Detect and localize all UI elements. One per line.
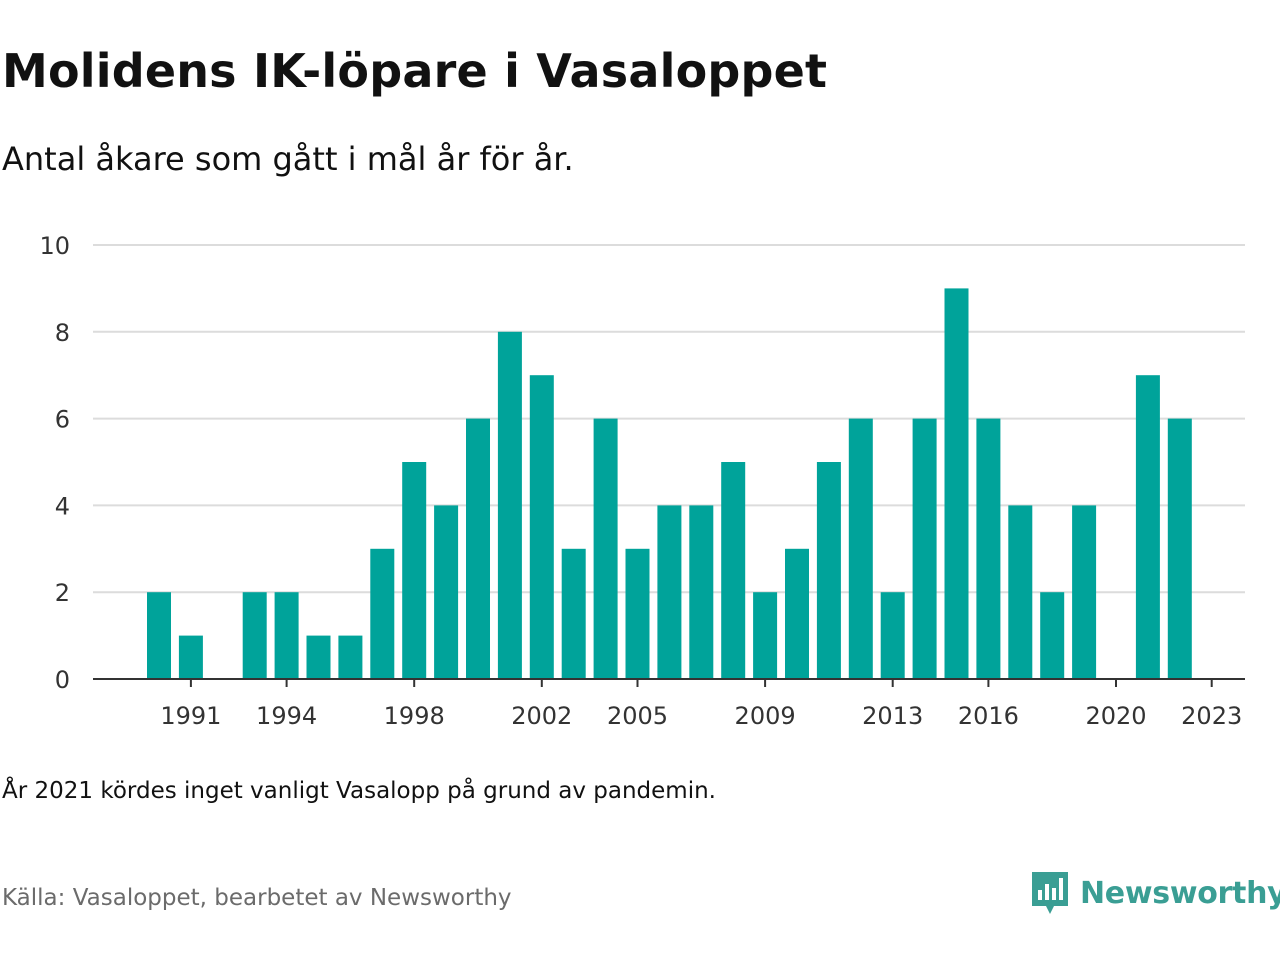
brand-name: Newsworthy: [1080, 875, 1280, 911]
bar: [434, 505, 459, 679]
y-tick-label: 6: [55, 406, 70, 434]
bar: [1008, 505, 1033, 679]
x-tick-label: 2020: [1085, 702, 1146, 730]
y-tick-label: 4: [55, 492, 70, 520]
newsworthy-logo-icon: [1032, 872, 1068, 914]
bar: [1040, 592, 1065, 679]
bars: [147, 288, 1192, 679]
bar: [274, 592, 299, 679]
bar: [306, 635, 331, 679]
footnote: År 2021 kördes inget vanligt Vasalopp på…: [2, 778, 716, 804]
y-tick-label: 2: [55, 579, 70, 607]
bar: [561, 548, 586, 679]
x-tick-label: 1998: [384, 702, 445, 730]
bar: [657, 505, 682, 679]
chart-subtitle: Antal åkare som gått i mål år för år.: [2, 140, 574, 178]
bar: [912, 418, 937, 679]
bar: [370, 548, 395, 679]
y-axis-labels: 0 2 4 6 8 10: [39, 232, 70, 694]
x-axis-labels: 1991 1994 1998 2002 2005 2009 2013 2016 2020 2023: [160, 679, 1242, 730]
x-tick-label: 2005: [607, 702, 668, 730]
bar: [816, 462, 841, 679]
bar: [689, 505, 714, 679]
bar: [848, 418, 873, 679]
y-tick-label: 0: [55, 666, 70, 694]
bar: [529, 375, 554, 679]
bar: [497, 331, 522, 679]
y-tick-label: 10: [39, 232, 70, 260]
bar: [178, 635, 203, 679]
bar: [625, 548, 650, 679]
x-tick-label: 1994: [256, 702, 317, 730]
bar: [944, 288, 969, 679]
x-tick-label: 2013: [862, 702, 923, 730]
x-tick-label: 2002: [511, 702, 572, 730]
x-tick-label: 2016: [958, 702, 1019, 730]
bar: [753, 592, 778, 679]
bar: [1072, 505, 1097, 679]
bar: [147, 592, 171, 679]
bar: [402, 462, 427, 679]
bar: [880, 592, 905, 679]
brand-logo[interactable]: Newsworthy: [1030, 870, 1280, 916]
bar: [466, 418, 490, 679]
chart-title: Molidens IK-löpare i Vasaloppet: [2, 44, 828, 98]
x-tick-label: 2009: [735, 702, 796, 730]
bar: [1167, 418, 1192, 679]
x-tick-label: 2023: [1181, 702, 1242, 730]
bar: [338, 635, 363, 679]
bar: [593, 418, 618, 679]
bar: [976, 418, 1001, 679]
source-credit: Källa: Vasaloppet, bearbetet av Newswort…: [2, 885, 512, 911]
bar: [242, 592, 267, 679]
bar: [721, 462, 746, 679]
bar: [785, 548, 809, 679]
y-tick-label: 8: [55, 319, 70, 347]
bar-chart: 0 2 4 6 8 10 1991 1994 1998 2002 2005 2009 2013 2016…: [39, 232, 1245, 730]
x-tick-label: 1991: [160, 702, 221, 730]
bar: [1135, 375, 1160, 679]
